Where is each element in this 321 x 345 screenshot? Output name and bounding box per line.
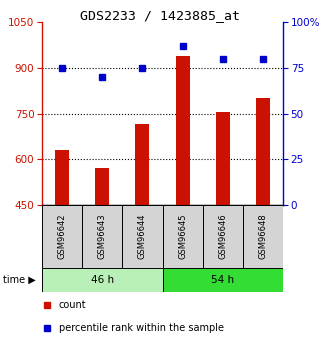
Bar — [135, 124, 150, 205]
Bar — [256, 98, 270, 205]
FancyBboxPatch shape — [42, 268, 162, 292]
Text: 46 h: 46 h — [91, 275, 114, 285]
FancyBboxPatch shape — [122, 205, 162, 268]
Text: time ▶: time ▶ — [3, 275, 36, 285]
Bar — [216, 112, 230, 205]
Text: GSM96648: GSM96648 — [258, 214, 267, 259]
FancyBboxPatch shape — [243, 205, 283, 268]
Text: GSM96642: GSM96642 — [57, 214, 66, 259]
Text: GSM96646: GSM96646 — [218, 214, 227, 259]
Text: count: count — [59, 300, 86, 310]
Text: GDS2233 / 1423885_at: GDS2233 / 1423885_at — [81, 9, 240, 22]
FancyBboxPatch shape — [82, 205, 122, 268]
Text: GSM96645: GSM96645 — [178, 214, 187, 259]
Text: GSM96643: GSM96643 — [98, 214, 107, 259]
Bar — [95, 168, 109, 205]
FancyBboxPatch shape — [42, 205, 82, 268]
FancyBboxPatch shape — [162, 205, 203, 268]
FancyBboxPatch shape — [162, 268, 283, 292]
FancyBboxPatch shape — [203, 205, 243, 268]
Text: percentile rank within the sample: percentile rank within the sample — [59, 323, 224, 333]
Text: GSM96644: GSM96644 — [138, 214, 147, 259]
Bar — [176, 56, 190, 205]
Text: 54 h: 54 h — [211, 275, 234, 285]
Bar — [55, 150, 69, 205]
